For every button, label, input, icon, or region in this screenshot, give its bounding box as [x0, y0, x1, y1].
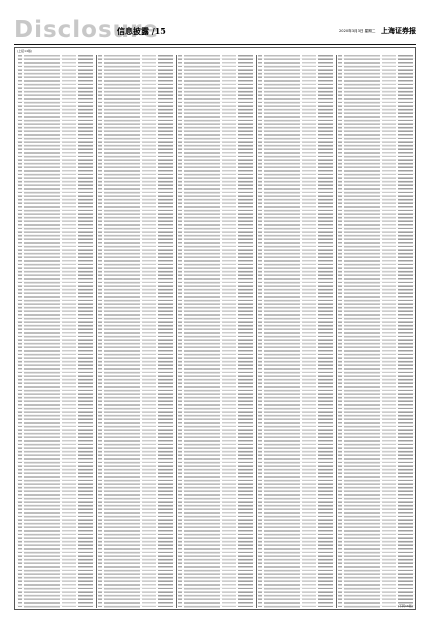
- disclosure-table-area: (上接14版) (下转16版): [14, 47, 416, 610]
- column-divider: [176, 55, 177, 608]
- table-column: [177, 55, 255, 608]
- issue-date: 2020年3月3日 星期二: [339, 29, 376, 33]
- table-column: [337, 55, 415, 608]
- column-divider: [256, 55, 257, 608]
- section-title: 信息披露 /15: [117, 26, 166, 36]
- table-column: [97, 55, 175, 608]
- column-divider: [336, 55, 337, 608]
- table-column: [17, 55, 95, 608]
- continuation-note: (上接14版): [17, 49, 33, 53]
- continuation-footer: (下转16版): [397, 604, 413, 608]
- page-header: Disclosure 信息披露 /15 2020年3月3日 星期二 上海证券报: [0, 0, 428, 44]
- header-rule: [14, 44, 416, 46]
- newspaper-name: 上海证券报: [381, 26, 416, 35]
- masthead-word: Disclosure: [14, 17, 159, 43]
- column-divider: [96, 55, 97, 608]
- table-column: [257, 55, 335, 608]
